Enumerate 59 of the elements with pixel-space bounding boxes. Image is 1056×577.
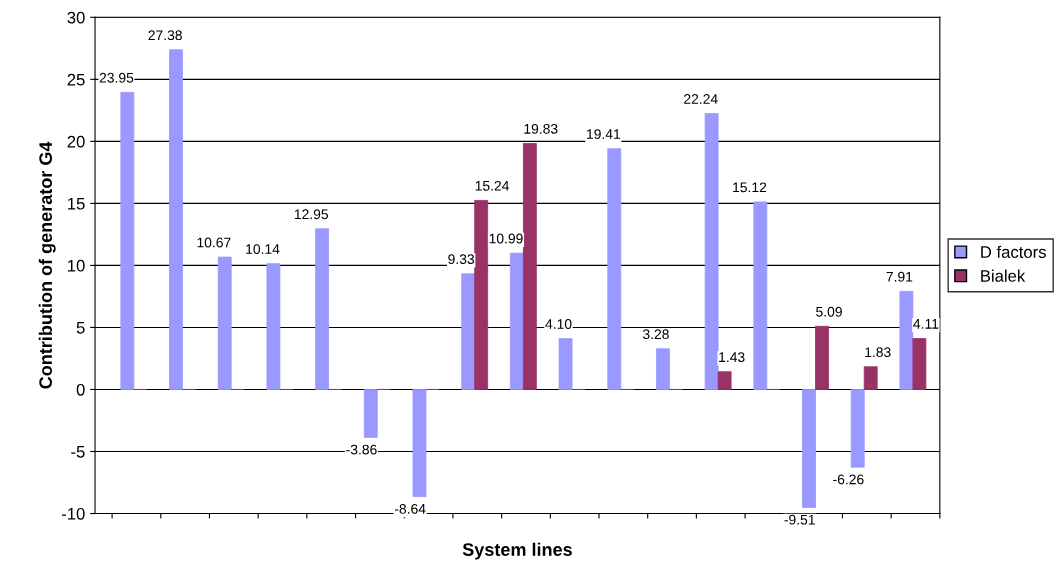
data-label: 10.99 xyxy=(489,233,523,244)
data-label: 15.12 xyxy=(733,182,767,193)
bar xyxy=(912,338,927,390)
bar xyxy=(656,348,670,390)
bar xyxy=(461,273,476,390)
legend-label: Bialek xyxy=(981,269,1026,282)
bar xyxy=(412,389,427,498)
bar xyxy=(802,389,816,508)
bar xyxy=(607,148,622,390)
y-tick-label: 15 xyxy=(68,197,85,210)
data-label: 19.41 xyxy=(587,129,621,139)
bar xyxy=(558,338,573,390)
data-label: 5.09 xyxy=(816,306,842,317)
data-label: -9.51 xyxy=(784,514,815,525)
bar xyxy=(704,113,719,390)
bar xyxy=(120,91,135,390)
bar xyxy=(850,389,865,468)
bar xyxy=(217,256,232,390)
bar xyxy=(509,252,524,390)
y-tick-label: 10 xyxy=(68,259,85,272)
bar xyxy=(169,49,183,390)
data-label: -3.86 xyxy=(346,444,377,455)
y-tick-label: -10 xyxy=(61,507,85,520)
bar xyxy=(815,325,829,390)
y-tick-label: 5 xyxy=(76,322,85,334)
data-label: 15.24 xyxy=(475,180,510,191)
bar xyxy=(863,366,878,390)
y-tick-label: 0 xyxy=(76,383,85,396)
bar xyxy=(266,263,281,390)
bar xyxy=(899,290,914,390)
bar xyxy=(315,228,330,390)
x-axis-title: System lines xyxy=(462,542,572,560)
y-axis-title: Contribution of generator G4 xyxy=(38,141,56,389)
data-label: 3.28 xyxy=(642,329,669,340)
data-label: 1.43 xyxy=(719,352,745,363)
data-label: 10.14 xyxy=(246,244,280,254)
y-tick-label: 30 xyxy=(67,11,85,24)
bar xyxy=(363,389,378,438)
bar xyxy=(753,201,768,390)
bar xyxy=(474,200,489,390)
y-tick-label: 25 xyxy=(67,73,85,86)
data-label: 27.38 xyxy=(148,30,182,41)
data-label: 9.33 xyxy=(448,254,475,265)
y-tick-label: -5 xyxy=(71,446,85,458)
data-label: -6.26 xyxy=(833,474,864,485)
data-label: 1.83 xyxy=(865,347,891,358)
data-label: 19.83 xyxy=(524,123,558,134)
y-tick-label: 20 xyxy=(67,135,85,148)
data-label: 4.11 xyxy=(913,319,939,329)
bar xyxy=(717,371,732,390)
bar xyxy=(522,143,537,390)
data-label: -8.64 xyxy=(394,503,426,514)
data-label: 12.95 xyxy=(294,209,329,220)
data-label: 4.10 xyxy=(545,319,572,329)
data-label: 10.67 xyxy=(197,237,231,248)
legend-label: D factors xyxy=(981,245,1046,258)
data-label: 23.95 xyxy=(99,72,134,83)
data-label: 22.24 xyxy=(684,94,718,104)
data-label: 7.91 xyxy=(886,271,913,282)
